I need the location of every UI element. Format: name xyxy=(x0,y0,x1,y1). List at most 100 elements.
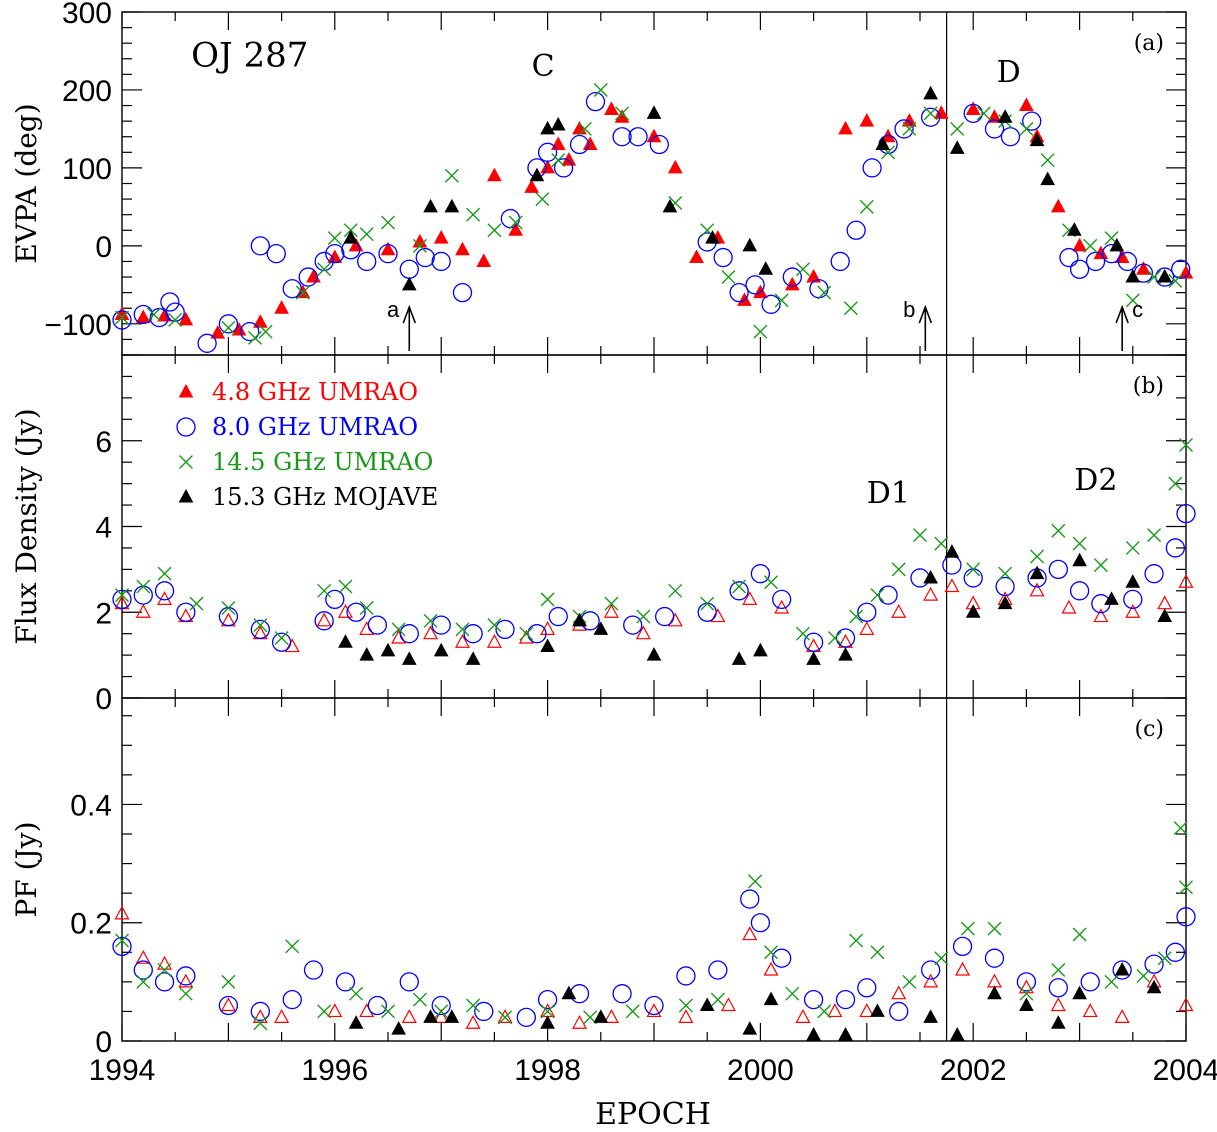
data-point-s153 xyxy=(540,1015,555,1029)
data-point-s153 xyxy=(1157,608,1173,623)
data-point-s48 xyxy=(742,591,758,605)
data-point-s48 xyxy=(1029,582,1045,597)
data-point-s80 xyxy=(676,966,696,986)
y-tick-label: 0 xyxy=(95,683,112,716)
annotation-label: D xyxy=(997,55,1021,90)
data-point-s145 xyxy=(764,945,779,960)
data-point-s80 xyxy=(835,628,856,648)
data-point-s153 xyxy=(806,651,821,665)
data-point-s80 xyxy=(298,267,318,287)
y-tick-label: 0 xyxy=(95,1026,112,1059)
data-point-s153 xyxy=(401,651,417,665)
data-point-s145 xyxy=(1019,986,1034,1001)
data-point-s145 xyxy=(359,227,374,242)
data-point-s48 xyxy=(524,179,539,193)
annotation-label: D1 xyxy=(867,476,910,511)
data-point-s80 xyxy=(1165,942,1186,962)
data-point-s153 xyxy=(1072,552,1087,567)
data-point-s145 xyxy=(1051,963,1066,978)
data-point-s145 xyxy=(1173,821,1188,836)
data-point-s80 xyxy=(1085,251,1106,272)
data-point-s145 xyxy=(577,121,592,136)
data-point-s48 xyxy=(455,241,470,256)
data-point-s153 xyxy=(338,634,353,648)
data-point-s48 xyxy=(689,249,704,264)
data-point-s48 xyxy=(965,101,981,115)
data-point-s80 xyxy=(830,251,850,272)
panel-b-frame xyxy=(121,354,1187,699)
data-point-s153 xyxy=(923,85,938,100)
data-point-s145 xyxy=(540,592,555,607)
data-point-s145 xyxy=(274,630,289,645)
data-point-s48 xyxy=(614,109,630,123)
data-point-s80 xyxy=(399,259,419,279)
data-point-s80 xyxy=(553,158,574,178)
data-point-s80 xyxy=(357,251,377,272)
data-point-s145 xyxy=(317,583,332,598)
data-point-s48 xyxy=(337,603,353,618)
data-point-s80 xyxy=(846,220,866,240)
data-point-s145 xyxy=(1147,528,1162,543)
data-point-s145 xyxy=(455,622,470,637)
data-point-s145 xyxy=(923,106,938,121)
y-tick-label: 0 xyxy=(95,231,112,264)
data-point-s145 xyxy=(700,596,715,611)
data-point-s48 xyxy=(274,300,289,314)
data-point-s48 xyxy=(827,1003,843,1018)
data-point-s145 xyxy=(785,986,800,1001)
data-point-s48 xyxy=(540,621,556,635)
data-point-s145 xyxy=(859,199,874,214)
data-point-s153 xyxy=(550,116,566,131)
data-point-s153 xyxy=(540,120,555,135)
data-point-s80 xyxy=(889,1001,909,1022)
data-point-s153 xyxy=(923,1009,938,1023)
data-point-s145 xyxy=(1104,974,1119,989)
data-point-s153 xyxy=(1029,565,1045,580)
data-point-s145 xyxy=(950,121,965,136)
data-point-s48 xyxy=(859,113,875,127)
data-point-s80 xyxy=(495,619,515,640)
data-point-s145 xyxy=(381,215,395,230)
y-tick-label: 200 xyxy=(62,75,112,108)
data-point-s80 xyxy=(271,632,292,652)
data-point-s153 xyxy=(944,544,960,558)
data-point-s145 xyxy=(976,106,991,121)
data-point-s48 xyxy=(1050,997,1066,1012)
data-point-s145 xyxy=(466,998,481,1013)
arrow-head xyxy=(1115,304,1129,324)
data-point-s80 xyxy=(1123,589,1143,610)
data-point-s80 xyxy=(537,142,558,162)
data-point-s80 xyxy=(112,936,132,957)
data-point-s80 xyxy=(729,282,749,303)
data-point-s145 xyxy=(934,536,949,551)
legend-marker-s145 xyxy=(179,455,193,469)
y-tick-label: 2 xyxy=(95,597,112,630)
data-point-s48 xyxy=(667,612,683,627)
data-point-s145 xyxy=(849,609,864,624)
data-point-s153 xyxy=(1029,132,1045,147)
data-point-s153 xyxy=(806,1027,821,1041)
data-point-s48 xyxy=(316,612,332,627)
data-point-s153 xyxy=(1104,591,1119,605)
data-point-s153 xyxy=(875,136,891,151)
data-point-s48 xyxy=(380,241,396,256)
panel-label: (b) xyxy=(1133,374,1164,399)
data-point-s80 xyxy=(1000,127,1021,147)
data-point-s80 xyxy=(282,989,302,1010)
data-point-s80 xyxy=(1144,564,1164,584)
data-point-s48 xyxy=(433,230,449,244)
data-point-s80 xyxy=(154,581,175,601)
panel-label: (a) xyxy=(1134,31,1164,56)
data-point-s80 xyxy=(250,236,270,256)
data-point-s145 xyxy=(317,1004,332,1019)
data-point-s153 xyxy=(444,198,460,213)
data-point-s48 xyxy=(359,1003,375,1018)
data-point-s153 xyxy=(401,276,417,291)
data-point-s145 xyxy=(710,992,725,1007)
data-point-s48 xyxy=(157,591,173,605)
data-point-s153 xyxy=(1125,574,1141,588)
data-point-s145 xyxy=(349,986,364,1001)
data-point-s80 xyxy=(112,589,132,610)
data-point-s48 xyxy=(423,625,439,640)
